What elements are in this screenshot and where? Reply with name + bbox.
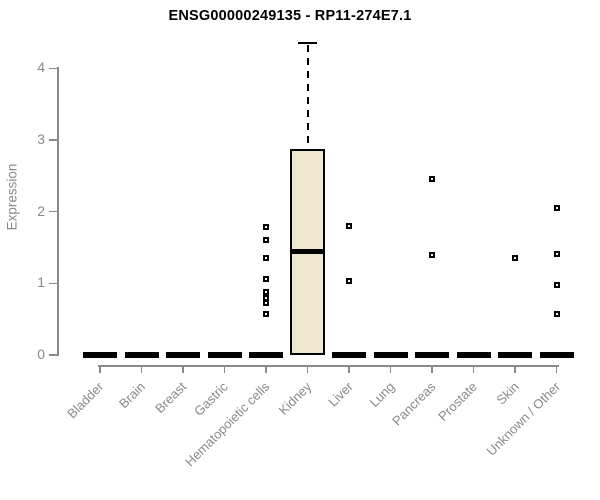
x-tick-hematopoietic-cells — [265, 365, 267, 373]
x-tick-kidney — [306, 365, 309, 373]
zero-box-skin — [498, 352, 532, 358]
outlier-hematopoietic-cells-1 — [263, 237, 269, 244]
outlier-skin-0 — [512, 255, 518, 262]
outlier-hematopoietic-cells-0 — [263, 224, 269, 231]
y-tick-4 — [49, 67, 57, 70]
x-label-skin: Skin — [493, 379, 522, 408]
outlier-hematopoietic-cells-7 — [263, 311, 269, 318]
x-tick-pancreas — [431, 365, 433, 373]
x-tick-skin — [514, 365, 516, 373]
outlier-hematopoietic-cells-3 — [263, 276, 269, 283]
x-tick-bladder — [99, 365, 101, 373]
outlier-hematopoietic-cells-6 — [263, 299, 269, 306]
x-label-liver: Liver — [325, 379, 356, 410]
zero-box-hematopoietic-cells — [249, 352, 283, 358]
outlier-liver-1 — [346, 278, 352, 285]
outlier-hematopoietic-cells-4 — [263, 288, 269, 295]
zero-box-breast — [166, 352, 200, 358]
x-label-brain: Brain — [116, 379, 149, 412]
zero-box-prostate — [456, 352, 491, 358]
y-axis-line — [57, 67, 59, 356]
y-tick-2 — [49, 210, 57, 213]
outlier-pancreas-0 — [429, 175, 435, 182]
x-tick-unknown-other — [555, 365, 558, 373]
y-tick-1 — [49, 282, 57, 285]
outlier-pancreas-1 — [429, 251, 435, 258]
whisker-cap-kidney — [298, 41, 317, 45]
y-tick-0 — [49, 354, 57, 356]
x-label-gastric: Gastric — [191, 379, 232, 419]
zero-box-unknown-other — [539, 352, 574, 358]
x-tick-prostate — [472, 365, 475, 373]
x-axis-line — [98, 365, 559, 367]
x-label-bladder: Bladder — [64, 379, 107, 422]
zero-box-bladder — [83, 352, 117, 358]
y-tick-label-4: 4 — [37, 59, 45, 76]
x-label-prostate: Prostate — [435, 379, 481, 424]
x-label-breast: Breast — [152, 379, 190, 417]
y-tick-label-2: 2 — [37, 202, 45, 219]
chart-title: ENSG00000249135 - RP11-274E7.1 — [168, 8, 412, 24]
y-tick-label-0: 0 — [37, 346, 45, 362]
outlier-unknown-other-3 — [553, 311, 560, 318]
x-label-unknown-other: Unknown / Other — [483, 379, 564, 459]
median-kidney — [292, 248, 323, 254]
x-tick-breast — [182, 365, 184, 373]
x-tick-gastric — [223, 365, 226, 373]
outlier-unknown-other-1 — [553, 250, 560, 257]
x-tick-brain — [140, 365, 143, 373]
x-tick-lung — [389, 365, 392, 373]
zero-box-brain — [124, 352, 159, 358]
zero-box-liver — [332, 352, 366, 358]
x-label-pancreas: Pancreas — [389, 379, 439, 429]
y-tick-label-1: 1 — [37, 274, 45, 291]
y-tick-3 — [49, 139, 57, 141]
x-label-kidney: Kidney — [275, 379, 315, 418]
zero-box-lung — [373, 352, 408, 358]
outlier-unknown-other-0 — [553, 205, 560, 212]
outlier-hematopoietic-cells-2 — [263, 255, 269, 262]
y-tick-label-3: 3 — [37, 130, 45, 147]
x-tick-liver — [348, 365, 350, 373]
whisker-kidney — [306, 45, 309, 147]
x-label-lung: Lung — [366, 379, 398, 411]
zero-box-gastric — [207, 352, 242, 358]
outlier-unknown-other-2 — [553, 281, 560, 288]
outlier-liver-0 — [346, 222, 352, 229]
zero-box-pancreas — [415, 352, 449, 358]
